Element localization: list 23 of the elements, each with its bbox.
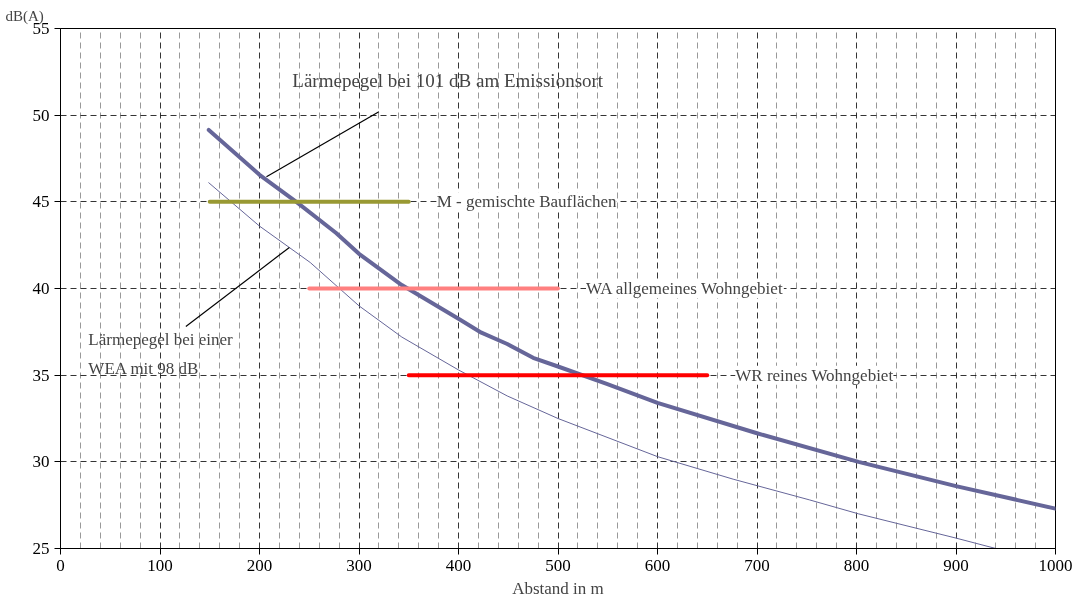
x-tick-label: 1000 xyxy=(1038,555,1073,575)
x-axis-title: Abstand in m xyxy=(512,578,604,598)
x-tick-label: 200 xyxy=(246,555,273,575)
x-tick-label: 500 xyxy=(545,555,571,575)
annotation: Lärmepegel bei 101 dB am Emissionsort xyxy=(292,69,604,91)
y-tick-label: 45 xyxy=(32,192,50,212)
annotation: Lärmepegel bei einer WEA mit 98 dB xyxy=(88,330,234,378)
x-tick-label: 900 xyxy=(943,555,969,575)
series-label: WR reines Wohngebiet xyxy=(735,365,894,385)
x-tick-label: 700 xyxy=(744,555,770,575)
x-tick-label: 100 xyxy=(147,555,173,575)
y-tick-label: 40 xyxy=(32,279,50,298)
x-tick-label: 600 xyxy=(644,555,671,575)
y-tick-label: 30 xyxy=(32,452,50,472)
series-label: WA allgemeines Wohngebiet xyxy=(586,279,783,298)
y-tick-label: 50 xyxy=(32,105,50,125)
x-tick-label: 800 xyxy=(843,555,870,575)
x-tick-label: 0 xyxy=(56,555,65,575)
y-tick-label: 25 xyxy=(32,539,50,558)
y-tick-label: 35 xyxy=(32,365,50,385)
series-label: M - gemischte Bauflächen xyxy=(436,192,618,212)
x-tick-label: 300 xyxy=(346,555,372,575)
x-tick-label: 400 xyxy=(445,555,472,575)
